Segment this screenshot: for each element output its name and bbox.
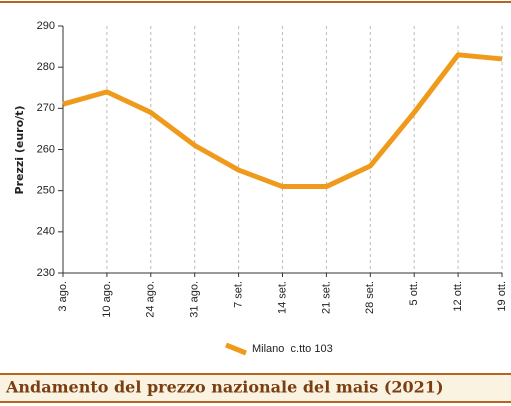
legend-swatch	[225, 342, 247, 356]
chart-title: Andamento del prezzo nazionale del mais …	[5, 378, 444, 397]
y-axis-label: Prezzi (euro/t)	[13, 106, 26, 195]
data-line	[62, 52, 503, 190]
x-tick-label: 12 ott.	[452, 281, 464, 312]
y-tick-label: 240	[37, 226, 55, 238]
y-tick-label: 280	[37, 61, 55, 73]
y-tick-label: 270	[37, 102, 55, 114]
x-tick-label: 7 set.	[233, 281, 245, 308]
x-tick-label: 3 ago.	[57, 281, 69, 312]
y-tick-label: 290	[37, 20, 55, 32]
x-tick-label: 14 set.	[276, 281, 288, 314]
x-tick-label: 19 ott.	[496, 281, 508, 312]
y-tick-label: 250	[37, 185, 55, 197]
y-tick-label: 230	[37, 267, 55, 279]
x-tick-label: 5 ott.	[408, 281, 420, 305]
footer-band	[0, 374, 511, 401]
x-tick-label: 10 ago.	[101, 281, 113, 318]
x-tick-label: 31 ago.	[189, 281, 201, 318]
x-tick-label: 21 set.	[320, 281, 332, 314]
y-tick-label: 260	[37, 143, 55, 155]
x-tick-label: 24 ago.	[145, 281, 157, 318]
x-tick-label: 28 set.	[364, 281, 376, 314]
legend-label: Milano c.tto 103	[252, 343, 333, 355]
